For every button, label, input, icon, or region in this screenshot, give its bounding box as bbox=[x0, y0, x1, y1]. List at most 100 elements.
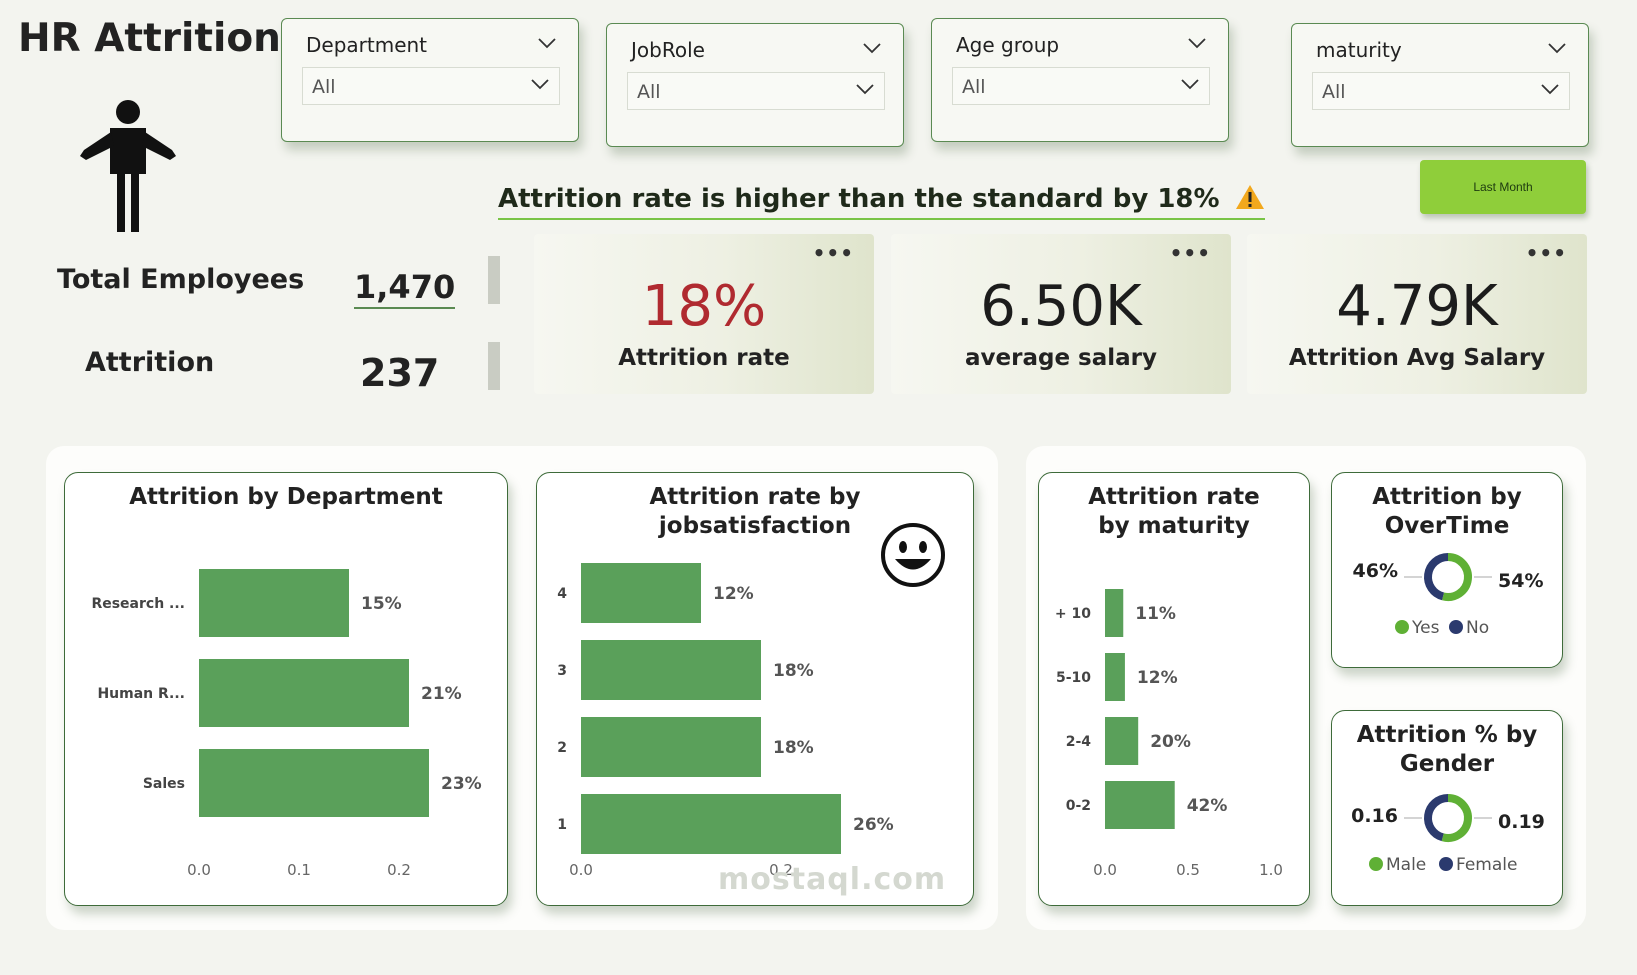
slicer-value: All bbox=[1322, 81, 1346, 103]
alert-text: Attrition rate is higher than the standa… bbox=[498, 184, 1220, 214]
x-tick-label: 0.0 bbox=[1093, 861, 1117, 879]
more-options-icon[interactable]: ••• bbox=[1169, 241, 1211, 265]
kpi-value: 4.79K bbox=[1336, 274, 1498, 339]
chevron-down-icon[interactable] bbox=[531, 78, 549, 90]
separator bbox=[488, 256, 500, 304]
chart-title: Attrition by OverTime bbox=[1372, 484, 1522, 539]
slicer-label: Age group bbox=[956, 33, 1060, 57]
chevron-down-icon[interactable] bbox=[1181, 78, 1199, 90]
x-tick-label: 0.5 bbox=[1176, 861, 1200, 879]
kpi-average-salary: ••• 6.50K average salary bbox=[891, 234, 1231, 394]
x-tick-label: 0.2 bbox=[387, 861, 411, 879]
data-label: 54% bbox=[1498, 570, 1543, 592]
bar bbox=[1105, 653, 1125, 701]
chart-attrition-by-department: Attrition by Department 0.0 0.1 0.2 Researc… bbox=[64, 472, 508, 906]
chart-title: Attrition % by Gender bbox=[1356, 722, 1538, 777]
category-label: Sales bbox=[143, 776, 185, 792]
legend-label: No bbox=[1466, 618, 1489, 638]
chevron-down-icon[interactable] bbox=[1541, 83, 1559, 95]
slicer-age-group[interactable]: Age group All bbox=[931, 18, 1229, 142]
bar bbox=[581, 717, 761, 777]
slicer-value: All bbox=[312, 76, 336, 98]
chart-title: Attrition rate by maturity bbox=[1088, 484, 1260, 539]
total-employees-value: 1,470 bbox=[354, 268, 456, 309]
data-label: 15% bbox=[361, 594, 402, 614]
bar bbox=[1105, 589, 1124, 637]
page-title: HR Attrition bbox=[18, 16, 281, 61]
bar bbox=[199, 569, 349, 637]
chevron-down-icon[interactable] bbox=[1548, 42, 1566, 54]
data-label: 12% bbox=[1137, 668, 1178, 688]
slicer-dropdown[interactable]: All bbox=[952, 67, 1210, 105]
legend-marker bbox=[1395, 620, 1409, 634]
more-options-icon[interactable]: ••• bbox=[1525, 241, 1567, 265]
slicer-dropdown[interactable]: All bbox=[1312, 72, 1570, 110]
bar bbox=[1105, 717, 1139, 765]
slicer-value: All bbox=[962, 76, 986, 98]
donut-chart: 0.16 0.19 Male Female bbox=[1351, 794, 1545, 875]
bar bbox=[581, 563, 701, 623]
data-label: 18% bbox=[773, 661, 814, 681]
chevron-down-icon[interactable] bbox=[856, 83, 874, 95]
slicer-dropdown[interactable]: All bbox=[302, 67, 560, 105]
slicer-jobrole[interactable]: JobRole All bbox=[606, 23, 904, 147]
slicer-value: All bbox=[637, 81, 661, 103]
kpi-attrition-rate: ••• 18% Attrition rate bbox=[534, 234, 874, 394]
donut-slice bbox=[1424, 553, 1449, 601]
total-employees-label: Total Employees bbox=[57, 264, 305, 295]
chevron-down-icon[interactable] bbox=[1188, 37, 1206, 49]
donut-slice bbox=[1441, 794, 1472, 842]
slicer-dropdown[interactable]: All bbox=[627, 72, 885, 110]
last-month-button[interactable]: Last Month bbox=[1420, 160, 1586, 214]
slicer-label: JobRole bbox=[631, 38, 705, 62]
slicer-label: Department bbox=[306, 33, 428, 57]
data-label: 11% bbox=[1135, 604, 1176, 624]
slicer-label: maturity bbox=[1316, 38, 1402, 62]
chevron-down-icon[interactable] bbox=[863, 42, 881, 54]
data-label: 21% bbox=[421, 684, 462, 704]
slicer-maturity[interactable]: maturity All bbox=[1291, 23, 1589, 147]
x-tick-label: 0.0 bbox=[569, 861, 593, 879]
bar bbox=[581, 794, 841, 854]
x-tick-label: 0.2 bbox=[769, 861, 793, 879]
category-label: 3 bbox=[557, 663, 567, 679]
legend-marker bbox=[1439, 857, 1453, 871]
data-label: 18% bbox=[773, 738, 814, 758]
x-tick-label: 0.1 bbox=[287, 861, 311, 879]
data-label: 46% bbox=[1353, 560, 1398, 582]
bar bbox=[581, 640, 761, 700]
attrition-label: Attrition bbox=[85, 347, 215, 378]
category-label: 1 bbox=[557, 817, 567, 833]
kpi-value: 6.50K bbox=[980, 274, 1142, 339]
category-label: 5-10 bbox=[1056, 670, 1091, 686]
data-label: 26% bbox=[853, 815, 894, 835]
category-label: + 10 bbox=[1055, 606, 1091, 622]
legend-marker bbox=[1449, 620, 1463, 634]
donut-chart: 46% 54% Yes No bbox=[1353, 553, 1543, 638]
category-label: Human R... bbox=[97, 686, 185, 702]
bar bbox=[1105, 781, 1175, 829]
category-label: 0-2 bbox=[1066, 798, 1091, 814]
bar bbox=[199, 749, 429, 817]
chart-title: Attrition by Department bbox=[129, 484, 443, 510]
chart-title: Attrition rate by jobsatisfaction bbox=[649, 484, 861, 539]
separator bbox=[488, 342, 500, 390]
category-label: 4 bbox=[557, 586, 567, 602]
chart-attrition-by-maturity: Attrition rate by maturity 0.0 0.5 1.0 + 10… bbox=[1038, 472, 1310, 906]
x-tick-label: 0.0 bbox=[187, 861, 211, 879]
kpi-value: 18% bbox=[641, 274, 767, 339]
slicer-department[interactable]: Department All bbox=[281, 18, 579, 142]
bar-chart: 0.0 0.2 4 12% 3 18% 2 18% 1 26% bbox=[557, 563, 894, 879]
data-label: 0.16 bbox=[1351, 805, 1398, 827]
bar-chart: 0.0 0.1 0.2 Research ... 15% Human R... 21% Sal… bbox=[91, 569, 482, 879]
bar bbox=[199, 659, 409, 727]
data-label: 0.19 bbox=[1498, 811, 1545, 833]
more-options-icon[interactable]: ••• bbox=[812, 241, 854, 265]
data-label: 20% bbox=[1150, 732, 1191, 752]
category-label: 2-4 bbox=[1066, 734, 1092, 750]
donut-slice bbox=[1424, 794, 1449, 842]
kpi-label: average salary bbox=[965, 345, 1157, 371]
kpi-label: Attrition Avg Salary bbox=[1288, 345, 1546, 371]
legend-label: Female bbox=[1456, 855, 1517, 875]
chevron-down-icon[interactable] bbox=[538, 37, 556, 49]
